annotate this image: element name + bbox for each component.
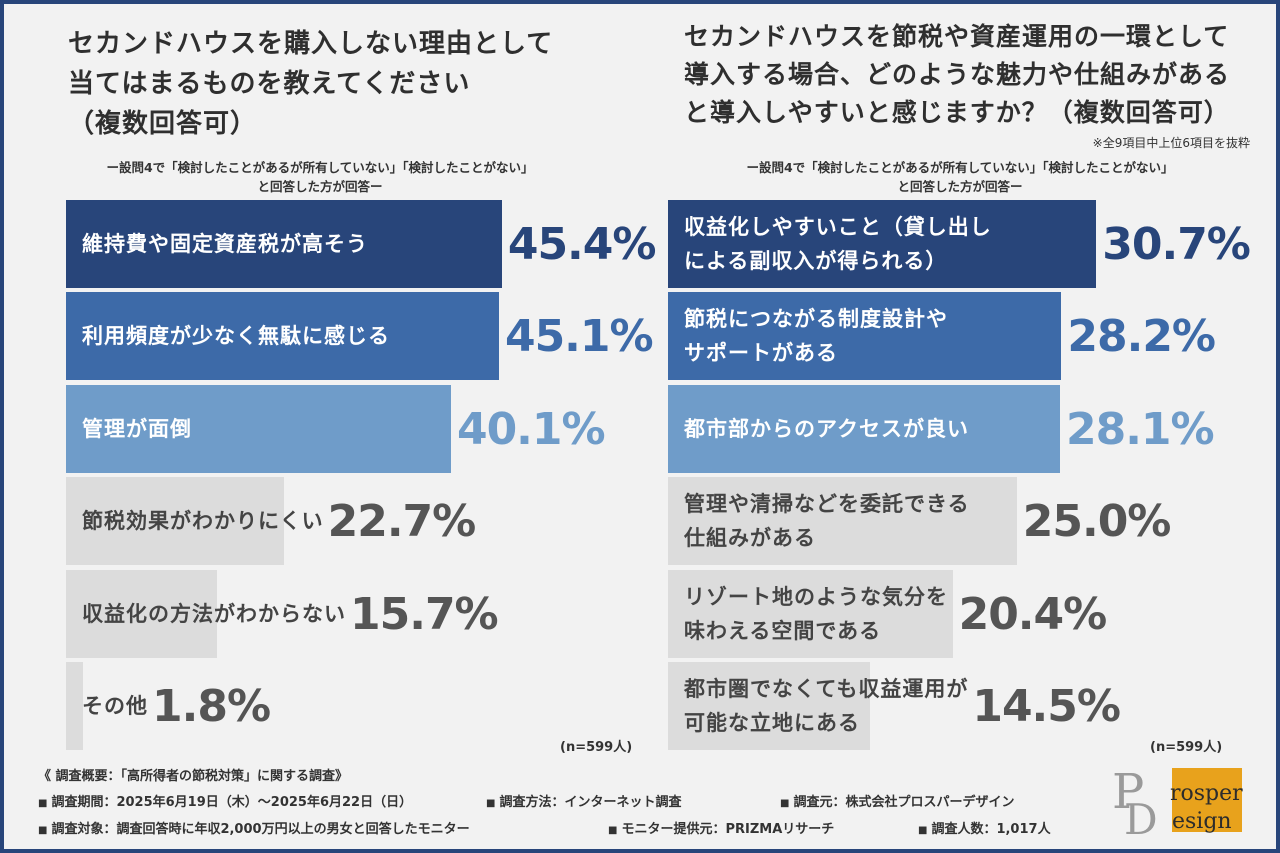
bar-label-5: リゾート地のような気分を 味わえる空間である (684, 585, 948, 643)
bar-value-4: 25.0% (1022, 495, 1172, 547)
bar-3 (668, 385, 1060, 473)
bar-value-2: 45.1% (504, 310, 654, 362)
logo-letter-d: D (1124, 795, 1158, 836)
bar-label-2: 節税につながる制度設計や サポートがある (684, 307, 948, 365)
left-sample-size: (n=599人) (560, 740, 633, 755)
bar-6 (66, 662, 84, 750)
bullet-icon: ■ (608, 825, 618, 836)
right-bar-chart: 収益化しやすいこと（貸し出し による副収入が得られる） 30.7% 節税につながる制… (640, 0, 1280, 760)
survey-summary-heading: 《 調査概要：「高所得者の節税対策」に関する調査》 (38, 769, 349, 784)
bullet-icon: ■ (38, 798, 48, 809)
bar-label-3: 都市部からのアクセスが良い (684, 417, 969, 441)
bar-value-1: 45.4% (507, 218, 657, 270)
bar-value-6: 14.5% (972, 680, 1121, 732)
bar-value-6: 1.8% (152, 680, 271, 732)
bar-value-5: 20.4% (958, 588, 1108, 640)
logo-word-esign: esign (1172, 809, 1232, 834)
survey-count: ■ 調査人数：1,017人 (918, 817, 1051, 844)
monitor-provider: ■ モニター提供元：PRIZMAリサーチ (608, 817, 918, 844)
bar-4 (66, 477, 284, 565)
right-chart-title: セカンドハウスを節税や資産運用の一環として 導入する場合、どのような魅力や仕組み… (684, 22, 1231, 127)
bar-3 (66, 385, 451, 473)
bar-label-6: 都市圏でなくても収益運用が 可能な立地にある (684, 677, 969, 735)
bar-value-5: 15.7% (350, 588, 499, 640)
bar-1 (668, 200, 1097, 288)
survey-source: ■ 調査元：株式会社プロスパーデザイン (780, 790, 1014, 817)
bullet-icon: ■ (486, 798, 496, 809)
right-chart-subtitle: ー設問4で「検討したことがあるが所有していない」「検討したことがない」 と回答し… (746, 160, 1174, 194)
logo-word-rosper: rosper (1170, 781, 1243, 806)
bar-label-6: その他 (82, 694, 148, 718)
right-chart-note: ※全9項目中上位6項目を抜粋 (1092, 136, 1250, 150)
survey-summary-row-2: ■ 調査対象：調査回答時に年収2,000万円以上の男女と回答したモニター ■ モニタ… (38, 817, 1138, 844)
bar-6 (668, 662, 871, 750)
bar-value-1: 30.7% (1102, 218, 1251, 270)
bar-label-3: 管理が面倒 (82, 417, 192, 441)
bar-label-4: 管理や清掃などを委託できる 仕組みがある (684, 492, 970, 550)
bar-value-3: 28.1% (1065, 403, 1215, 455)
right-sample-size: (n=599人) (1150, 740, 1223, 755)
survey-target: ■ 調査対象：調査回答時に年収2,000万円以上の男女と回答したモニター (38, 817, 608, 844)
bar-2 (668, 292, 1062, 380)
logo-letter-p: P (1112, 764, 1144, 820)
left-bar-chart: 維持費や固定資産税が高そう 45.4% 利用頻度が少なく無駄に感じる 45.1% 管理が… (0, 0, 656, 760)
bar-label-1: 収益化しやすいこと（貸し出し による副収入が得られる） (684, 215, 992, 273)
prosper-design-logo: P D rosper esign (1112, 764, 1243, 836)
left-chart-subtitle: ー設問4で「検討したことがあるが所有していない」「検討したことがない」 と回答し… (106, 160, 534, 194)
survey-method: ■ 調査方法：インターネット調査 (486, 790, 780, 817)
bar-value-4: 22.7% (327, 495, 477, 547)
bullet-icon: ■ (780, 798, 790, 809)
bar-5 (668, 570, 953, 658)
bar-label-2: 利用頻度が少なく無駄に感じる (82, 324, 390, 348)
bar-value-2: 28.2% (1067, 310, 1216, 362)
logo-gold-block (1172, 768, 1242, 832)
left-chart-title: セカンドハウスを購入しない理由として 当てはまるものを教えてください （複数回答… (68, 29, 554, 139)
bar-5 (66, 570, 217, 658)
bar-label-5: 収益化の方法がわからない (82, 602, 346, 626)
survey-summary: 《 調査概要：「高所得者の節税対策」に関する調査》 ■ 調査期間：2025年6月1… (38, 764, 1138, 844)
bullet-icon: ■ (918, 825, 928, 836)
survey-summary-row-1: ■ 調査期間：2025年6月19日（木）～2025年6月22日（日） ■ 調査方法：… (38, 790, 1138, 817)
bar-label-1: 維持費や固定資産税が高そう (82, 232, 368, 256)
bar-4 (668, 477, 1017, 565)
bar-1 (66, 200, 502, 288)
bar-value-3: 40.1% (456, 403, 606, 455)
survey-period: ■ 調査期間：2025年6月19日（木）～2025年6月22日（日） (38, 790, 486, 817)
bar-label-4: 節税効果がわかりにくい (82, 509, 324, 533)
bullet-icon: ■ (38, 825, 48, 836)
bar-2 (66, 292, 499, 380)
